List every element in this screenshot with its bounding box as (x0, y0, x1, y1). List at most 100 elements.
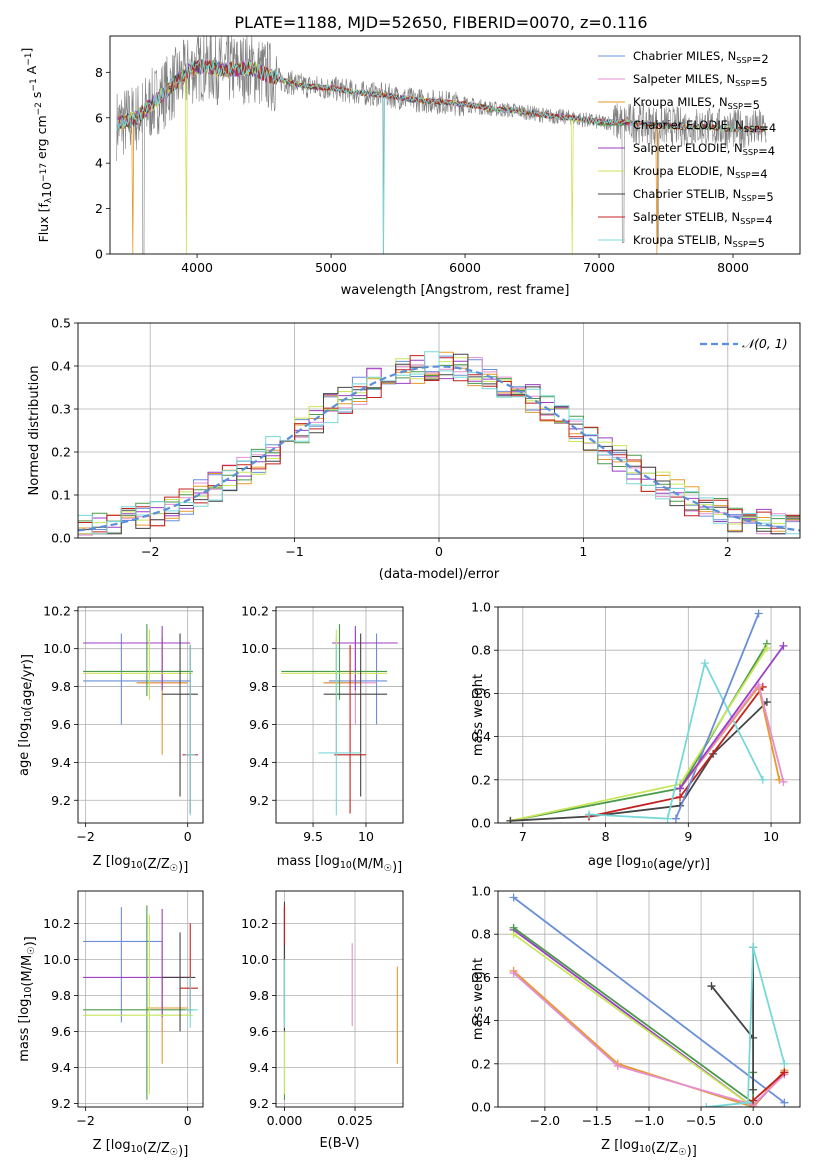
y-tick-label: 0.0 (51, 531, 71, 546)
x-tick-label: −1.5 (582, 1113, 612, 1128)
x-tick-label: 0 (435, 544, 443, 559)
y-tick-label: 0.5 (51, 316, 71, 331)
y-tick-label: 9.4 (249, 1060, 269, 1075)
weight-marker (780, 1059, 789, 1068)
errorbar-point (146, 977, 188, 1064)
weight-series (671, 609, 763, 823)
x-tick-label: 0.025 (337, 1113, 373, 1128)
x-tick-label: 0.000 (267, 1113, 303, 1128)
weight-line (588, 660, 764, 820)
weight-marker (754, 609, 763, 618)
age-vs-metallicity-chart: −2 0 9.2 9.4 9.6 9.8 10.0 10.2 Z [log10(Z/Z☉)] ag… (17, 603, 204, 875)
legend-entry: Kroupa ELODIE, NSSP=4 (633, 164, 768, 181)
y-tick-label: 0.2 (51, 445, 71, 460)
y-tick-label: 9.2 (51, 793, 71, 808)
x-tick-label: 5000 (315, 260, 347, 275)
y-tick-label: 6 (95, 110, 103, 125)
weight-marker (702, 1103, 711, 1107)
errorbar-point (328, 633, 388, 725)
y-tick-label: 0.4 (51, 359, 71, 374)
axes-frame (497, 606, 801, 824)
y-tick-label: 9.8 (51, 988, 71, 1003)
errorbar-point (318, 644, 361, 816)
y-tick-label: 9.6 (249, 717, 269, 732)
y-tick-label: 9.8 (249, 988, 269, 1003)
weight-series (509, 923, 758, 1107)
weight-line (510, 701, 768, 822)
y-tick-label: 0.0 (471, 816, 491, 831)
x-tick-label: −1.0 (634, 1113, 664, 1128)
age-vs-mass-chart: 9.5 10 9.2 9.4 9.6 9.8 10.0 10.2 mass [log10(M/M… (241, 603, 404, 875)
y-tick-label: 10.0 (241, 641, 269, 656)
y-tick-label: 1.0 (471, 600, 491, 615)
y-tick-label: 9.8 (51, 679, 71, 694)
x-axis-label: mass [log10(M/M☉)] (277, 854, 403, 875)
axes-frame (77, 606, 204, 824)
y-axis-label: Normed distribution (27, 366, 42, 496)
y-tick-label: 8 (95, 65, 103, 80)
x-axis-label: age [log10(age/yr)] (588, 854, 710, 872)
y-tick-label: 0.6 (471, 970, 491, 985)
y-tick-label: 9.4 (51, 755, 71, 770)
weight-series (509, 893, 789, 1107)
y-tick-label: 0.6 (471, 686, 491, 701)
weight-line (513, 972, 786, 1106)
histogram-step (78, 351, 800, 535)
mass-weight-vs-age-chart: 7 8 9 10 0.0 0.2 0.4 0.6 0.8 1.0 age [log10(age/yr… (471, 600, 801, 872)
y-axis-label: mass weight (471, 958, 486, 1040)
plot-area (116, 36, 767, 254)
errorbar-point (281, 629, 388, 700)
errorbar-point (332, 625, 398, 691)
y-tick-label: 9.2 (249, 793, 269, 808)
y-tick-label: 10.0 (241, 952, 269, 967)
errorbar-point (83, 914, 193, 1095)
y-tick-label: 0.8 (471, 643, 491, 658)
y-tick-label: 9.6 (51, 1024, 71, 1039)
legend-entry: Kroupa MILES, NSSP=5 (633, 95, 760, 112)
weight-marker (775, 775, 784, 784)
residuals-chart: −2 −1 0 1 2 0.0 0.1 0.2 0.3 0.4 0.5 𝒩(0, 1) (data-mo… (27, 316, 801, 582)
weight-series (585, 682, 767, 821)
figure-title: PLATE=1188, MJD=52650, FIBERID=0070, z=0… (234, 13, 647, 32)
weight-marker (707, 982, 716, 991)
weight-line (588, 686, 764, 818)
errorbar-point (83, 905, 193, 1100)
weight-line (710, 947, 754, 1090)
weight-series (506, 639, 771, 823)
weight-series (506, 644, 771, 823)
x-tick-label: 10 (763, 829, 779, 844)
plot-area (506, 609, 788, 823)
weight-marker (749, 943, 758, 952)
x-axis-label: wavelength [Angstrom, rest frame] (341, 283, 570, 298)
weight-marker (762, 698, 771, 707)
mass-vs-extinction-chart: 0.000 0.025 9.2 9.4 9.6 9.8 10.0 10.2 E(B-V) (241, 890, 404, 1151)
legend-entry: Chabrier MILES, NSSP=2 (633, 49, 769, 66)
weight-marker (758, 775, 767, 784)
legend-entry: 𝒩(0, 1) (742, 336, 788, 351)
gaussian-curve (78, 365, 800, 532)
errorbar-point (281, 624, 388, 700)
weight-line (679, 645, 785, 789)
weight-line (513, 926, 754, 1105)
weight-series (585, 659, 767, 823)
errorbar-point (83, 909, 191, 1017)
errorbar-point (323, 633, 388, 797)
x-tick-label: 10 (358, 829, 374, 844)
x-tick-label: 0 (184, 829, 192, 844)
axes-frame (275, 606, 404, 824)
errorbar-point (83, 624, 193, 697)
legend-entry: Kroupa STELIB, NSSP=5 (633, 233, 765, 250)
y-tick-label: 0.4 (471, 729, 491, 744)
y-tick-label: 10.2 (241, 916, 269, 931)
weight-marker (780, 1098, 789, 1107)
x-tick-label: −2 (76, 1113, 94, 1128)
y-tick-label: 0 (95, 247, 103, 262)
y-tick-label: 4 (95, 156, 103, 171)
weight-marker (700, 659, 709, 668)
weight-line (752, 1071, 786, 1102)
weight-line (510, 647, 768, 822)
y-tick-label: 2 (95, 201, 103, 216)
x-axis-label: Z [log10(Z/Z☉)] (93, 1138, 189, 1159)
